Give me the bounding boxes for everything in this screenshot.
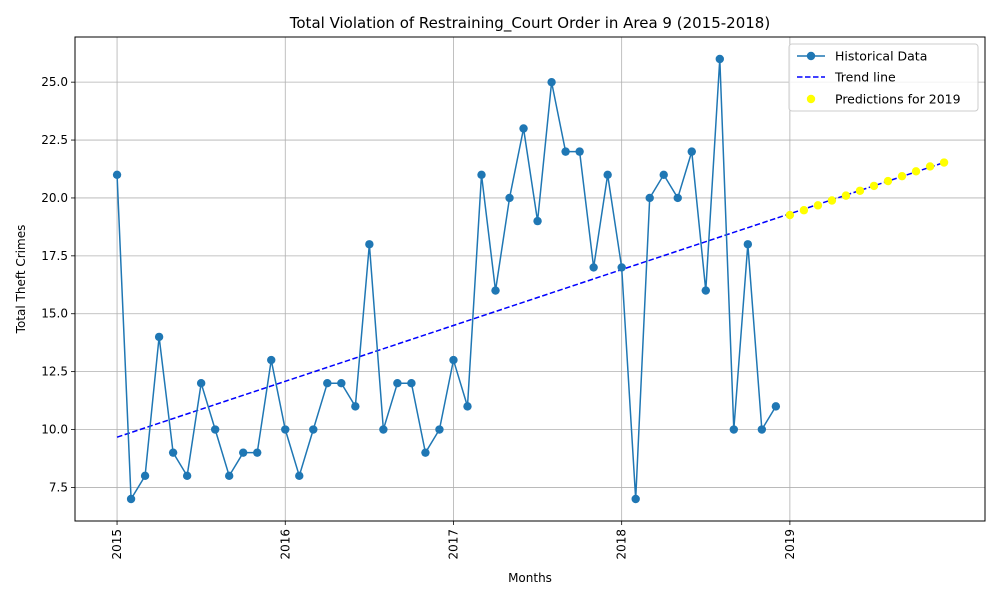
legend-predictions-marker [806, 94, 816, 104]
historical-point [561, 147, 570, 156]
historical-point [112, 170, 122, 179]
chart-title: Total Violation of Restraining_Court Ord… [289, 14, 770, 33]
historical-point [393, 379, 402, 388]
prediction-point [883, 176, 893, 186]
historical-point [379, 425, 388, 434]
legend-historical-marker [806, 51, 816, 61]
historical-point [337, 379, 346, 388]
historical-point [267, 355, 276, 365]
historical-point [295, 471, 304, 481]
historical-point [126, 494, 136, 504]
y-tick-label: 15.0 [41, 307, 68, 321]
historical-point [547, 77, 556, 87]
prediction-point [869, 181, 879, 191]
historical-point [729, 425, 739, 434]
historical-point [309, 425, 318, 434]
prediction-point [855, 186, 865, 195]
y-tick-label: 12.5 [41, 365, 68, 379]
historical-point [463, 402, 472, 411]
prediction-point [785, 210, 795, 220]
trend-line-series [116, 161, 945, 438]
historical-point [743, 240, 753, 249]
historical-point [589, 263, 598, 272]
historical-point [771, 402, 781, 411]
historical-point [645, 193, 654, 203]
historical-point [673, 193, 682, 203]
legend-label-trend: Trend line [834, 70, 896, 85]
historical-point [365, 240, 374, 249]
prediction-point [827, 196, 837, 205]
historical-point [182, 471, 192, 481]
historical-series [112, 54, 781, 504]
historical-point [154, 332, 164, 342]
prediction-point [841, 191, 851, 200]
y-tick-label: 10.0 [41, 423, 68, 437]
x-axis-label: Months [508, 571, 552, 585]
x-tick-label: 2018 [615, 529, 629, 560]
historical-point [477, 170, 486, 179]
prediction-point [911, 167, 921, 176]
prediction-point [925, 162, 935, 171]
prediction-point [813, 201, 823, 210]
legend-label-historical: Historical Data [835, 49, 927, 64]
y-tick-label: 17.5 [41, 249, 68, 263]
y-tick-label: 7.5 [49, 480, 68, 494]
historical-point [140, 471, 150, 481]
historical-point [253, 448, 262, 457]
trend-line [116, 161, 945, 438]
historical-point [701, 286, 710, 295]
historical-point [575, 147, 584, 156]
prediction-point [939, 158, 949, 167]
historical-point [533, 216, 542, 226]
y-axis-label: Total Theft Crimes [14, 225, 28, 335]
historical-point [659, 170, 668, 179]
historical-point [603, 170, 612, 179]
historical-point [323, 379, 332, 388]
historical-point [449, 355, 458, 365]
historical-point [491, 286, 500, 295]
predictions-series [785, 158, 949, 220]
historical-point [617, 263, 626, 272]
axis-ticks: 2015 2016 2017 2018 2019 7.5 10.0 12.5 15.0 17.5 2… [41, 75, 797, 559]
historical-line [116, 58, 777, 502]
historical-point [407, 379, 416, 388]
historical-point [196, 379, 206, 388]
historical-point [421, 448, 430, 457]
historical-point [168, 448, 178, 457]
y-tick-label: 22.5 [41, 133, 68, 147]
prediction-point [799, 206, 809, 215]
historical-point [519, 124, 528, 133]
x-tick-label: 2017 [446, 529, 460, 560]
y-tick-label: 20.0 [41, 191, 68, 205]
plot-frame [74, 36, 986, 522]
historical-point [239, 448, 248, 457]
historical-point [210, 425, 220, 434]
historical-point [505, 193, 514, 203]
historical-point [435, 425, 444, 434]
legend: Historical Data Trend line Predictions for… [788, 43, 979, 112]
y-tick-label: 25.0 [41, 75, 68, 89]
historical-point [757, 425, 767, 434]
historical-point [715, 54, 724, 64]
prediction-point [897, 171, 907, 181]
historical-point [631, 494, 640, 504]
historical-point [224, 471, 234, 481]
x-tick-label: 2019 [783, 529, 797, 560]
historical-point [281, 425, 290, 434]
historical-point [687, 147, 696, 156]
historical-point [351, 402, 360, 411]
legend-box [788, 43, 979, 112]
legend-label-predictions: Predictions for 2019 [835, 92, 961, 107]
x-tick-label: 2016 [278, 529, 292, 560]
x-tick-label: 2015 [110, 529, 124, 560]
